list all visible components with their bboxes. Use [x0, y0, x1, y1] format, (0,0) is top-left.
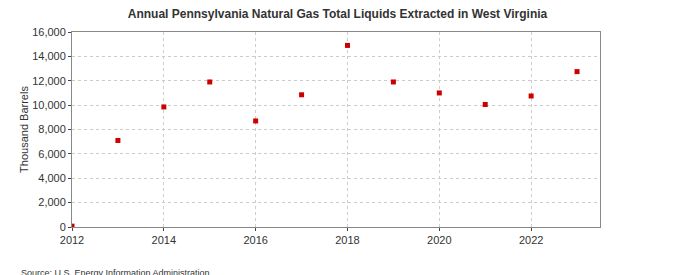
svg-text:2020: 2020 — [427, 234, 451, 246]
svg-text:16,000: 16,000 — [32, 26, 66, 38]
svg-text:10,000: 10,000 — [32, 99, 66, 111]
svg-text:2022: 2022 — [519, 234, 543, 246]
svg-text:Source: U.S. Energy Informatio: Source: U.S. Energy Information Administ… — [21, 268, 210, 275]
svg-text:2012: 2012 — [60, 234, 84, 246]
svg-text:2016: 2016 — [243, 234, 267, 246]
svg-text:2018: 2018 — [335, 234, 359, 246]
svg-text:0: 0 — [60, 221, 66, 233]
svg-text:12,000: 12,000 — [32, 75, 66, 87]
svg-text:14,000: 14,000 — [32, 50, 66, 62]
svg-text:2,000: 2,000 — [38, 196, 66, 208]
svg-text:4,000: 4,000 — [38, 172, 66, 184]
svg-text:2014: 2014 — [152, 234, 176, 246]
svg-text:8,000: 8,000 — [38, 123, 66, 135]
svg-text:Annual Pennsylvania Natural Ga: Annual Pennsylvania Natural Gas Total Li… — [128, 7, 548, 21]
svg-text:Thousand Barrels: Thousand Barrels — [18, 86, 30, 173]
svg-text:6,000: 6,000 — [38, 148, 66, 160]
